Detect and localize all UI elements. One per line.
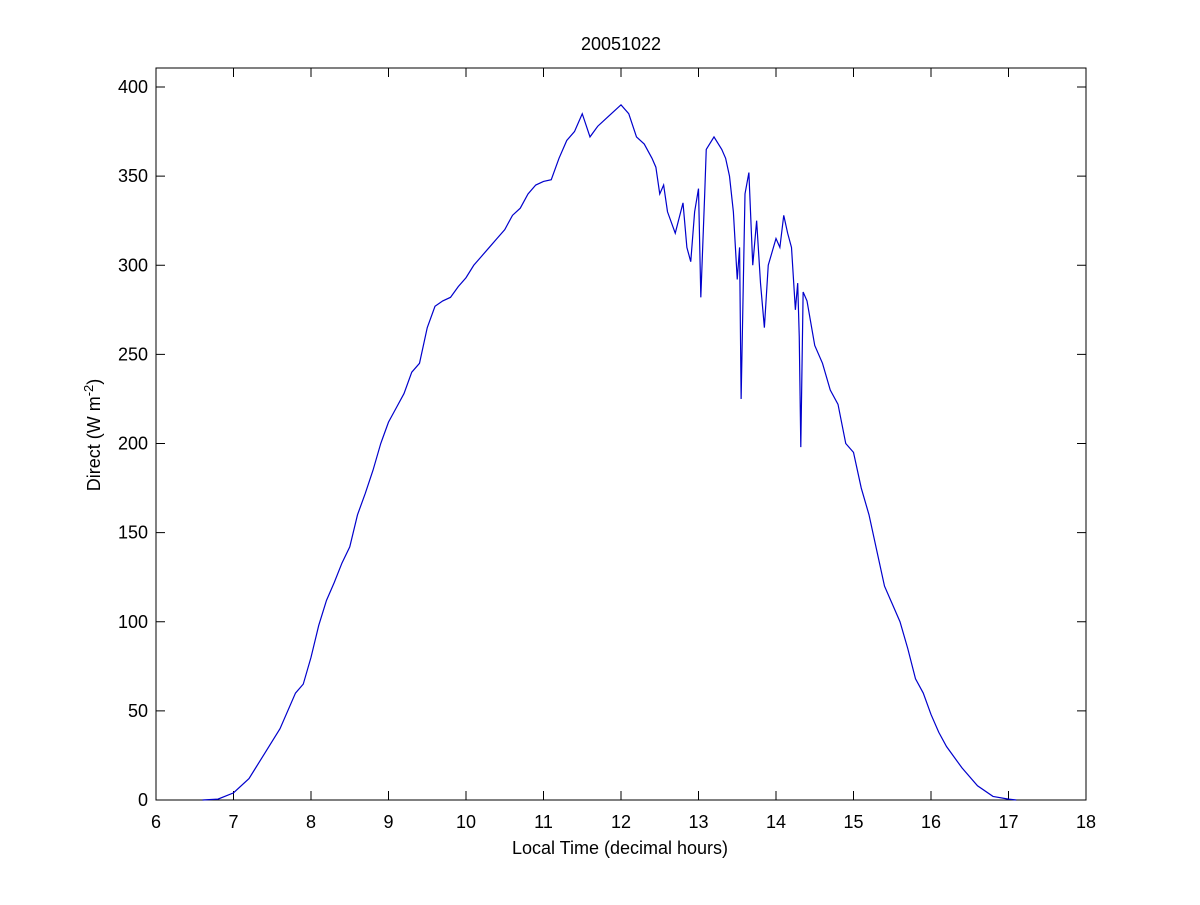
y-tick-label: 250 [118,344,148,364]
x-tick-label: 18 [1076,812,1096,832]
x-tick-label: 6 [151,812,161,832]
y-tick-label: 150 [118,523,148,543]
y-tick-label: 300 [118,255,148,275]
y-tick-label: 0 [138,790,148,810]
data-line [202,103,1017,801]
y-tick-label: 100 [118,612,148,632]
x-tick-label: 13 [688,812,708,832]
x-tick-label: 16 [921,812,941,832]
x-tick-label: 12 [611,812,631,832]
x-tick-label: 8 [306,812,316,832]
x-tick-label: 7 [228,812,238,832]
x-tick-label: 15 [843,812,863,832]
y-tick-label: 200 [118,434,148,454]
chart-title: 20051022 [581,34,661,54]
y-tick-label: 350 [118,166,148,186]
x-tick-label: 11 [534,812,553,832]
y-axis-label-end: ) [84,379,104,385]
x-tick-label: 14 [766,812,786,832]
y-axis-label: Direct (W m-2) [81,379,104,492]
x-tick-label: 9 [383,812,393,832]
y-axis-label-sup: -2 [81,385,96,397]
x-tick-label: 17 [998,812,1018,832]
x-axis-label: Local Time (decimal hours) [512,838,728,858]
x-tick-label: 10 [456,812,476,832]
y-tick-label: 400 [118,77,148,97]
y-tick-label: 50 [128,701,148,721]
y-axis-label-text: Direct (W m [84,396,104,491]
